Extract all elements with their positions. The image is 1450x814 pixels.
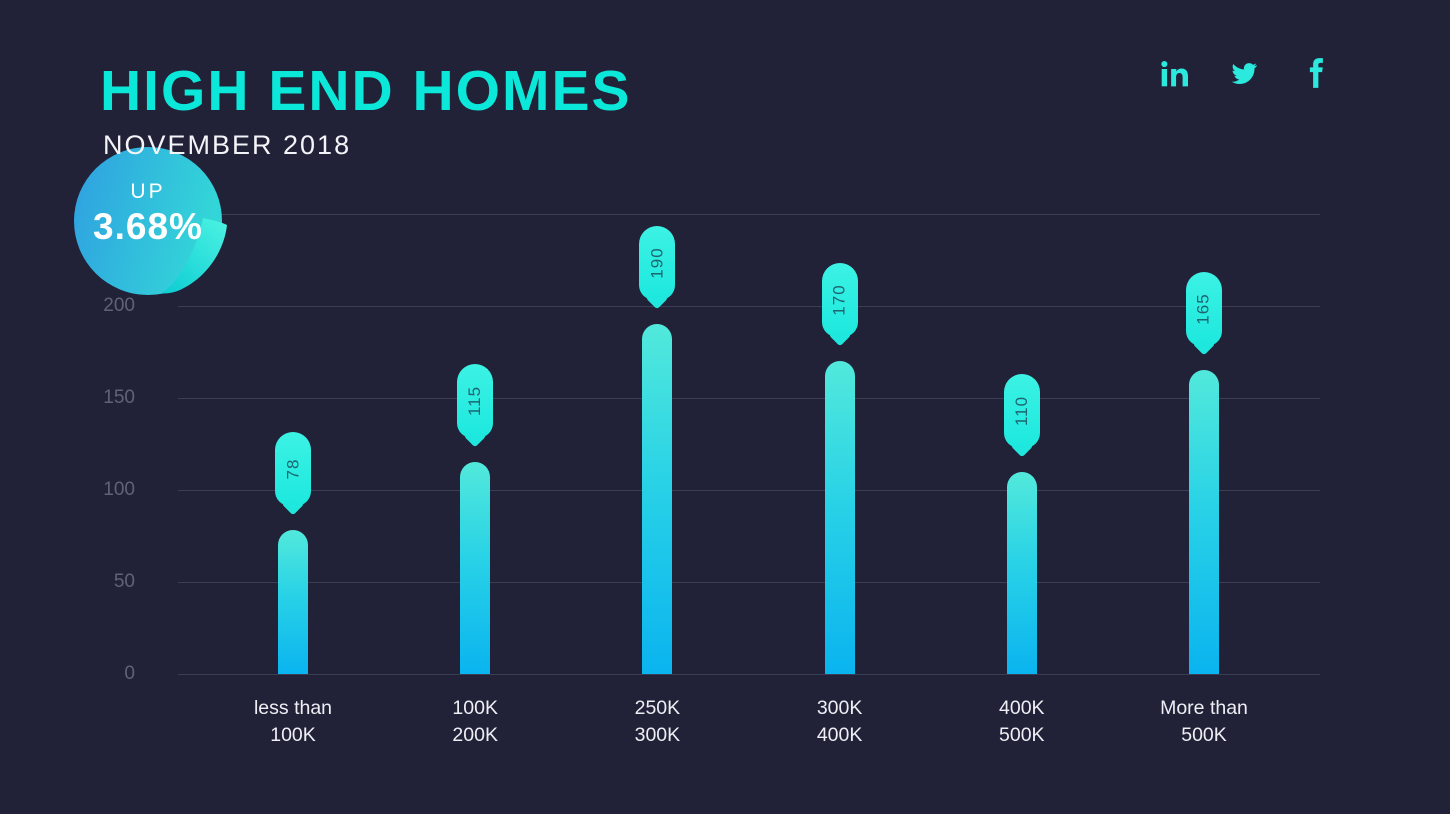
gridline [178,674,1320,675]
y-axis-tick-label: 200 [103,295,135,316]
bar [1006,471,1037,674]
x-axis-label: 250K 300K [577,695,737,749]
value-marker: 170 [821,263,858,347]
badge-percentage-value: 3.68% [93,206,203,247]
x-axis-label-line2: 100K [270,724,316,746]
gridline [178,398,1320,399]
bar [278,530,308,674]
x-axis-label-line2: 500K [999,724,1045,746]
x-axis-label: less than 100K [213,695,373,749]
y-axis-tick-label: 0 [124,663,135,684]
x-axis-label-line1: less than [253,697,333,719]
page-subtitle: NOVEMBER 2018 [103,130,352,160]
value-marker-tail-icon [1010,434,1034,457]
value-label: 165 [1194,293,1213,326]
linkedin-icon[interactable] [1160,58,1188,88]
y-axis-tick-label: 150 [103,387,135,408]
x-axis-label-line2: 200K [452,724,498,746]
bar [642,324,673,674]
value-marker-tail-icon [281,493,305,516]
value-label: 110 [1011,395,1031,426]
value-label: 170 [829,284,849,316]
x-axis-label-line2: 400K [816,724,863,746]
value-marker-tail-icon [463,425,487,448]
x-axis-label-line1: More than [1160,697,1248,719]
x-axis-label-line1: 250K [634,697,681,719]
value-label: 190 [647,247,667,280]
page-title: HIGH END HOMES [100,59,632,123]
gridline [178,490,1320,491]
x-axis-label-line1: 300K [816,697,863,719]
x-axis-label: 100K 200K [395,695,555,749]
value-marker-body: 110 [1003,373,1040,448]
x-axis-label-line2: 500K [1181,724,1227,746]
gridline [178,306,1320,307]
bar [460,462,491,674]
value-label: 78 [282,459,302,480]
value-marker-body: 170 [821,263,858,338]
x-axis-label: 300K 400K [760,695,920,749]
value-marker: 190 [639,226,676,310]
x-axis-label: More than 500K [1124,695,1284,749]
gridline [178,582,1320,583]
y-axis-tick-label: 100 [103,479,135,500]
value-marker: 115 [457,364,494,448]
badge-sticker-graphic [74,147,227,295]
badge-direction-label: UP [130,180,166,203]
change-badge: UP 3.68% [58,134,238,314]
value-label: 115 [465,386,485,417]
value-marker: 110 [1003,373,1040,457]
x-axis-label-line1: 400K [999,697,1045,719]
value-marker-body: 190 [639,226,676,301]
twitter-icon[interactable] [1230,58,1258,88]
y-axis-tick-label: 50 [113,571,135,592]
value-marker-body: 78 [275,432,311,507]
x-axis-label-line1: 100K [452,697,498,719]
social-links [1160,58,1328,88]
value-marker-body: 165 [1186,272,1222,347]
x-axis-label: 400K 500K [942,695,1102,749]
value-marker-body: 115 [457,364,494,439]
value-marker: 78 [275,432,311,516]
value-marker-tail-icon [1192,333,1216,356]
bar [1189,370,1219,674]
x-axis-label-line2: 300K [634,724,681,746]
value-marker: 165 [1186,272,1222,356]
gridline [178,214,1320,215]
bar [824,361,855,674]
badge-text: UP 3.68% [58,134,238,314]
value-marker-tail-icon [828,323,851,347]
facebook-icon[interactable] [1300,58,1328,88]
